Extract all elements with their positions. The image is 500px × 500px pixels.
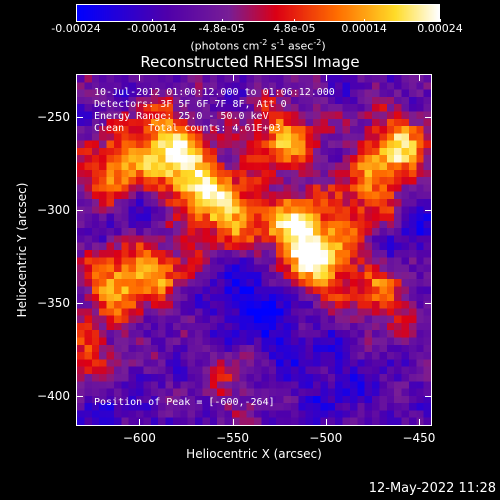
- colorbar-tick-label: -0.00024: [51, 22, 101, 35]
- y-axis-label: Heliocentric Y (arcsec): [15, 182, 29, 318]
- colorbar-tick-mark: [151, 19, 153, 22]
- info-time-range: 10-Jul-2012 01:00:12.000 to 01:06:12.000: [94, 87, 335, 98]
- y-tick-mark: [425, 396, 431, 398]
- x-tick-label: −450: [402, 431, 436, 445]
- x-tick-mark: [139, 419, 141, 425]
- x-tick-mark: [232, 419, 234, 425]
- y-tick-label: −300: [37, 202, 70, 217]
- info-detectors: Detectors: 3F 5F 6F 7F 8F, Att 0: [94, 99, 287, 110]
- colorbar-tick-mark: [76, 19, 77, 22]
- colorbar-tick-label: 0.00024: [417, 22, 463, 35]
- timestamp: 12-May-2022 11:28: [368, 481, 496, 496]
- colorbar-tick-label: 4.8e-05: [273, 22, 316, 35]
- info-total-counts: Clean Total counts: 4.61E+03: [94, 123, 281, 134]
- colorbar-tick-mark: [364, 19, 366, 22]
- y-tick-label: −250: [37, 109, 70, 124]
- plot-area: [76, 74, 432, 426]
- x-tick-mark: [139, 75, 141, 81]
- y-tick-mark: [425, 303, 431, 305]
- peak-position-label: Position of Peak = [-600,-264]: [94, 397, 275, 408]
- chart-title: Reconstructed RHESSI Image: [140, 53, 360, 71]
- x-tick-mark: [325, 419, 327, 425]
- x-tick-mark: [418, 419, 420, 425]
- colorbar-tick-mark: [221, 19, 223, 22]
- y-tick-mark: [77, 303, 83, 305]
- x-tick-label: −550: [216, 431, 250, 445]
- colorbar-tick-mark: [440, 19, 441, 22]
- y-tick-label: −400: [37, 389, 70, 404]
- colorbar: [76, 4, 440, 22]
- y-tick-mark: [77, 116, 83, 118]
- y-tick-mark: [425, 209, 431, 211]
- info-energy-range: Energy Range: 25.0 - 50.0 keV: [94, 111, 269, 122]
- x-tick-mark: [232, 75, 234, 81]
- colorbar-tick-label: 0.00014: [341, 22, 387, 35]
- x-tick-label: −500: [309, 431, 343, 445]
- heatmap-image: [77, 75, 431, 425]
- colorbar-unit-label: (photons cm-2 s-1 asec-2): [190, 38, 326, 53]
- x-axis-label: Heliocentric X (arcsec): [186, 447, 322, 461]
- y-tick-label: −350: [37, 296, 70, 311]
- x-tick-mark: [418, 75, 420, 81]
- colorbar-tick-label: -4.8e-05: [198, 22, 245, 35]
- y-tick-mark: [425, 116, 431, 118]
- colorbar-tick-label: -0.00014: [127, 22, 177, 35]
- x-tick-mark: [325, 75, 327, 81]
- y-tick-mark: [77, 209, 83, 211]
- colorbar-tick-mark: [294, 19, 296, 22]
- y-tick-mark: [77, 396, 83, 398]
- x-tick-label: −600: [122, 431, 156, 445]
